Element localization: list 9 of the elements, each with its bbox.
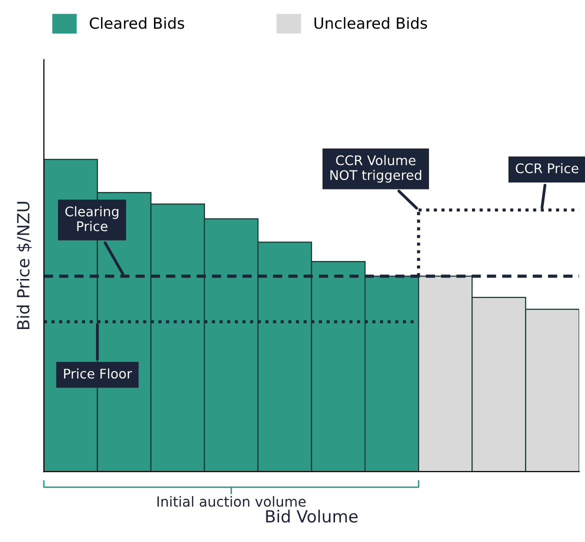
- annotation: CCR Volume NOT triggered: [330, 155, 422, 183]
- text: Initial auction volume: [157, 496, 306, 507]
- ref-line-label: Clearing Price: [65, 206, 118, 232]
- text: Uncleared Bids: [314, 17, 428, 29]
- ref-line-label: Price Floor: [64, 368, 132, 379]
- text: Cleared Bids: [90, 17, 184, 29]
- x-axis-title: Bid Volume: [266, 510, 358, 523]
- ref-line-label: CCR Price: [516, 163, 578, 174]
- y-axis-title: Bid Price $/NZU: [16, 202, 32, 330]
